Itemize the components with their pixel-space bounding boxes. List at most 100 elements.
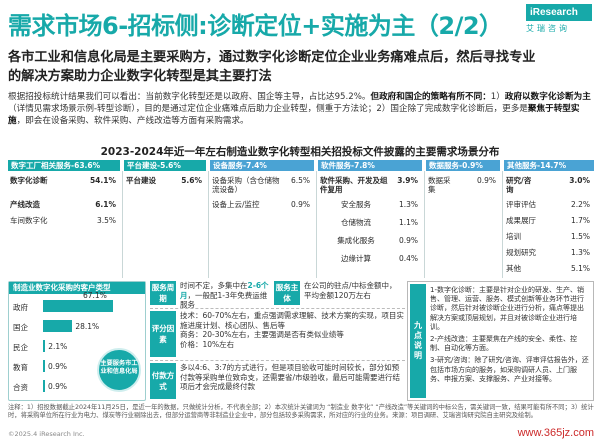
row-name: 车间数字化 bbox=[10, 216, 48, 225]
buyer-label: 合资 bbox=[13, 383, 28, 392]
column-head: 数据服务-0.9% bbox=[426, 160, 500, 171]
watermark: www.365jz.com bbox=[517, 427, 594, 439]
row-value: 0.9% bbox=[476, 176, 496, 185]
points-panel: 九点说明 1-数字化诊断：主要是针对企业的研发、生产、销售、管理、运营、服务、模… bbox=[407, 281, 594, 401]
row-value: 3.5% bbox=[96, 216, 116, 225]
column-other: 其他服务-14.7% 研究/咨询 3.0% 评审评估 2.2% 成果展厅 1.7% 培… bbox=[504, 160, 594, 278]
info-text: 多以4:6、3:7的方式进行，但是项目验收可能时间较长，部分如预付款等采购单位致… bbox=[180, 363, 401, 391]
logo-brand: iResearch bbox=[526, 4, 592, 21]
row-value: 2.2% bbox=[570, 200, 590, 209]
column-divider bbox=[502, 171, 503, 278]
buyer-bar-row: 教育 0.9% bbox=[13, 360, 143, 374]
column-head: 平台建设-5.6% bbox=[124, 160, 206, 171]
row-name: 数字化诊断 bbox=[10, 176, 48, 185]
row-value: 0.4% bbox=[398, 254, 418, 263]
buyer-label: 政府 bbox=[13, 303, 28, 312]
row-value: 3.9% bbox=[397, 176, 418, 185]
column-head: 其他服务-14.7% bbox=[504, 160, 594, 171]
row-name: 平台建设 bbox=[126, 176, 156, 185]
info-row-scoring: 评分因素 技术：60-70%左右，重点强调需求理解、技术方案的实现，项目实施进度… bbox=[150, 311, 405, 359]
scoring-line: 技术：60-70%左右，重点强调需求理解、技术方案的实现，项目实施进度计划、核心… bbox=[180, 311, 404, 330]
row-name: 设备采购（含仓储物流设备） bbox=[212, 176, 280, 194]
row-name: 仓储物流 bbox=[341, 218, 371, 227]
info-label: 服务周期 bbox=[150, 281, 176, 305]
buyer-value: 0.9% bbox=[48, 362, 68, 371]
row-name: 集成化服务 bbox=[337, 236, 375, 245]
info-text: 时间不定，多集中在2-6个月，一般配1-3年免费运维服务 bbox=[180, 281, 270, 310]
footnote: 注释：1）招投数据截止2024年11月25日，是近一年的数据，只做统计分析，不代… bbox=[8, 404, 594, 419]
column-digital-factory: 数字工厂相关服务-63.6% 数字化诊断 54.1% 产线改造 6.1% 车间数字化… bbox=[8, 160, 120, 278]
row-name: 评审评估 bbox=[506, 200, 536, 209]
intro-text-2-tail: ，即会在设备采购、软件采购、产线改造等方面有采购需求。 bbox=[16, 116, 249, 127]
buyer-bar-row: 民企 2.1% bbox=[13, 340, 143, 354]
iresearch-logo: iResearch 艾瑞咨询 bbox=[526, 4, 592, 46]
row-value: 5.6% bbox=[181, 176, 202, 185]
buyer-bar-row: 政府 67.1% bbox=[13, 291, 143, 314]
buyer-bar bbox=[43, 380, 45, 392]
buyer-value: 67.1% bbox=[83, 291, 107, 300]
buyer-bar bbox=[43, 340, 46, 352]
points-text: 1-数字化诊断：主要是针对企业的研发、生产、销售、管理、运营、服务、模式创新等业… bbox=[430, 286, 589, 387]
points-label: 九点说明 bbox=[410, 284, 426, 398]
logo-cn: 艾瑞咨询 bbox=[526, 24, 570, 33]
row-value: 0.9% bbox=[290, 200, 310, 209]
row-name: 规划研究 bbox=[506, 248, 536, 257]
info-text: 技术：60-70%左右，重点强调需求理解、技术方案的实现，项目实施进度计划、核心… bbox=[180, 311, 404, 349]
row-value: 6.1% bbox=[95, 200, 116, 209]
row-value: 1.1% bbox=[398, 218, 418, 227]
info-panel: 服务周期 时间不定，多集中在2-6个月，一般配1-3年免费运维服务 服务主体 在… bbox=[150, 281, 405, 401]
row-name: 产线改造 bbox=[10, 200, 40, 209]
buyer-type-panel: 制造业数字化采购的客户类型 政府 67.1% 国企 28.1% 民企 2.1% 教育 0.9%… bbox=[8, 281, 146, 401]
column-software: 软件服务-7.8% 软件采购、开发及组件复用 3.9% 安全服务 1.3% 仓储物流… bbox=[318, 160, 422, 278]
table-row: 数字化诊断 54.1% bbox=[8, 176, 120, 194]
row-value: 5.1% bbox=[570, 264, 590, 273]
row-name: 培训 bbox=[506, 232, 521, 241]
info-row-payment: 付款方式 多以4:6、3:7的方式进行，但是项目验收可能时间较长，部分如预付款等… bbox=[150, 363, 405, 401]
copyright: ©2025.4 iResearch Inc. bbox=[8, 430, 85, 438]
column-divider bbox=[122, 171, 123, 278]
buyer-value: 2.1% bbox=[48, 342, 68, 351]
scoring-line: 价格：10%左右 bbox=[180, 339, 235, 349]
row-value: 0.9% bbox=[398, 236, 418, 245]
column-data: 数据服务-0.9% 数据采集 0.9% bbox=[426, 160, 500, 278]
buyer-value: 28.1% bbox=[75, 322, 100, 331]
buyer-panel-head: 制造业数字化采购的客户类型 bbox=[9, 282, 145, 294]
row-name: 安全服务 bbox=[341, 200, 371, 209]
cycle-text-a: 时间不定，多集中在 bbox=[180, 281, 248, 290]
info-row-cycle: 服务周期 时间不定，多集中在2-6个月，一般配1-3年免费运维服务 服务主体 在… bbox=[150, 281, 405, 310]
buyer-bar bbox=[43, 360, 45, 372]
point-item: 1-数字化诊断：主要是针对企业的研发、生产、销售、管理、运营、服务、模式创新等业… bbox=[430, 286, 584, 331]
row-value: 6.5% bbox=[290, 176, 310, 185]
buyer-bar bbox=[43, 300, 113, 312]
column-equipment: 设备服务-7.4% 设备采购（含仓储物流设备） 6.5% 设备上云/监控 0.9% bbox=[210, 160, 314, 278]
intro-bold-2: 政府以数字化诊断为主 bbox=[504, 92, 591, 102]
info-label: 付款方式 bbox=[150, 363, 176, 399]
intro-paragraph: 根据招投标统计结果我们可以看出：当前数字化转型还是以政府、国企等主导，占比达95… bbox=[8, 91, 594, 128]
row-name: 设备上云/监控 bbox=[212, 200, 260, 209]
row-value: 1.3% bbox=[570, 248, 590, 257]
column-platform: 平台建设-5.6% 平台建设 5.6% bbox=[124, 160, 206, 278]
divider bbox=[150, 360, 405, 361]
main-client-bubble: 主要服务市工业和信息化局 bbox=[97, 348, 141, 392]
point-item: 2-产线改造：主要聚焦在产线的安全、柔性、控制、自动化等方面。 bbox=[430, 335, 577, 353]
intro-text-1: 根据招投标统计结果我们可以看出：当前数字化转型还是以政府、国企等主导，占比达95… bbox=[8, 92, 371, 102]
column-divider bbox=[316, 171, 317, 278]
buyer-bar-row: 合资 0.9% bbox=[13, 380, 143, 394]
buyer-label: 民企 bbox=[13, 343, 28, 352]
column-head: 设备服务-7.4% bbox=[210, 160, 314, 171]
row-name: 其他 bbox=[506, 264, 521, 273]
row-value: 1.7% bbox=[570, 216, 590, 225]
divider bbox=[150, 308, 405, 309]
intro-bold-3: 聚焦于转型实施 bbox=[8, 104, 580, 127]
column-head: 软件服务-7.8% bbox=[318, 160, 422, 171]
column-divider bbox=[208, 171, 209, 278]
column-divider bbox=[424, 171, 425, 278]
row-name: 数据采集 bbox=[428, 176, 451, 194]
buyer-label: 教育 bbox=[13, 363, 28, 372]
cycle-text-c: ，一般配1-3年免费运维服务 bbox=[180, 290, 268, 310]
row-value: 3.0% bbox=[569, 176, 590, 185]
point-item: 3-研究/咨询：除了研究/咨询、评审评估报告外，还包括市场方向的服务，如采购调研… bbox=[430, 356, 589, 383]
row-name: 成果展厅 bbox=[506, 216, 536, 225]
section-title: 2023-2024年近一年左右制造业数字化转型相关招投标文件披露的主要需求场景分… bbox=[100, 146, 500, 158]
row-value: 1.3% bbox=[398, 200, 418, 209]
